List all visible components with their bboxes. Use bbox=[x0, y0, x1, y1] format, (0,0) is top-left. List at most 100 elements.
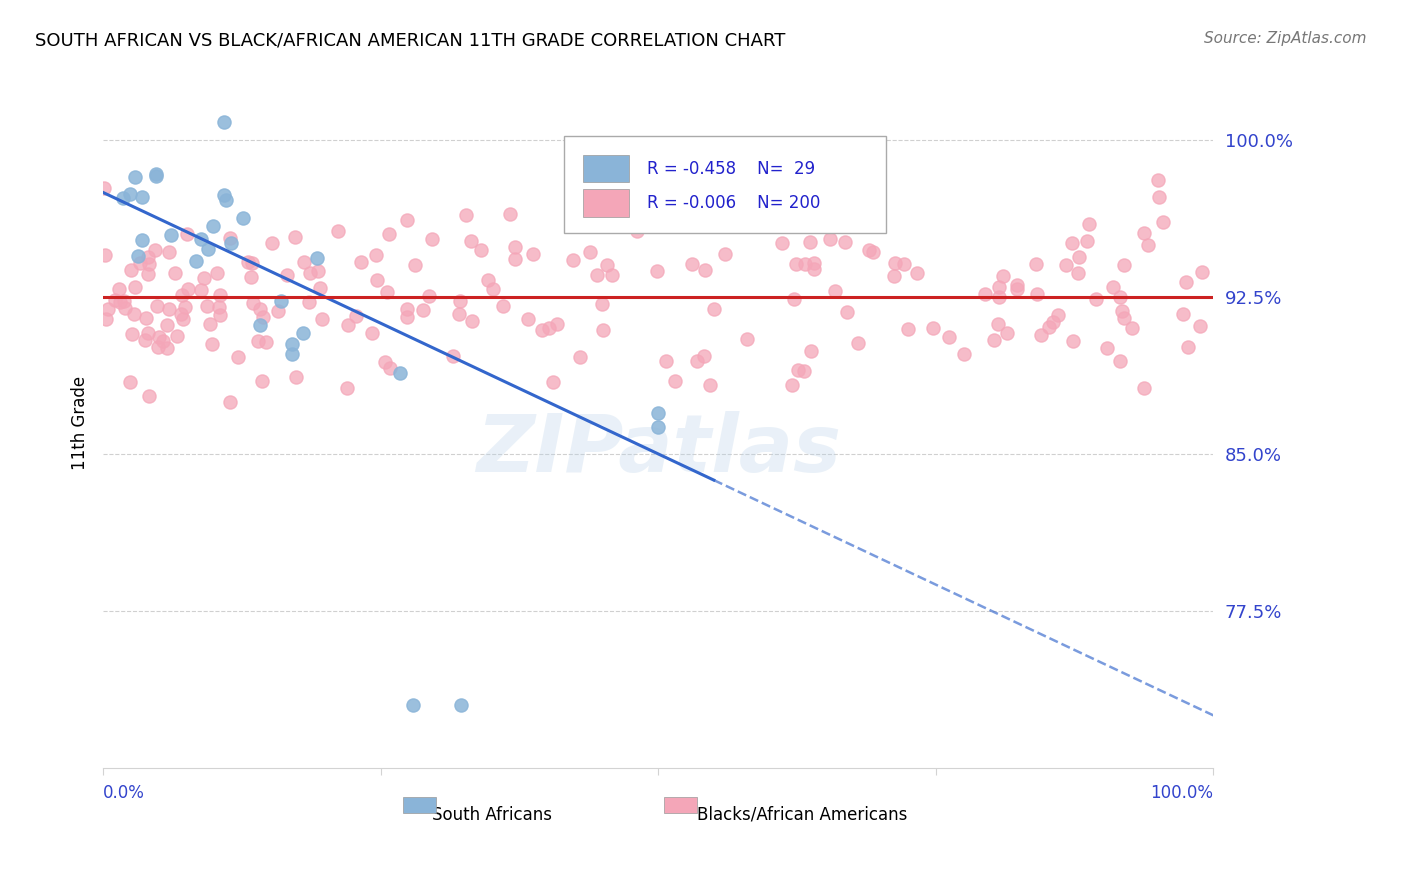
Point bbox=[124, 169, 146, 184]
Point bbox=[517, 312, 540, 326]
Point bbox=[686, 354, 709, 368]
Point bbox=[596, 259, 619, 273]
Point bbox=[276, 268, 298, 282]
Point bbox=[1025, 257, 1047, 271]
Point bbox=[883, 256, 905, 270]
Point bbox=[537, 320, 560, 334]
Point bbox=[120, 187, 142, 202]
Point bbox=[1189, 319, 1212, 334]
FancyBboxPatch shape bbox=[583, 189, 630, 217]
Point bbox=[800, 344, 823, 359]
Text: R = -0.458    N=  29: R = -0.458 N= 29 bbox=[647, 160, 815, 178]
FancyBboxPatch shape bbox=[564, 136, 886, 233]
Point bbox=[1108, 290, 1130, 304]
FancyBboxPatch shape bbox=[583, 154, 630, 182]
Point bbox=[120, 375, 142, 389]
Point bbox=[135, 310, 157, 325]
Point bbox=[364, 248, 387, 262]
Point bbox=[787, 363, 810, 377]
Point bbox=[1067, 250, 1090, 264]
Point bbox=[1042, 314, 1064, 328]
Point bbox=[157, 302, 180, 317]
Point bbox=[987, 317, 1010, 331]
Point bbox=[326, 224, 349, 238]
Point bbox=[699, 377, 721, 392]
Point bbox=[336, 381, 359, 395]
Point bbox=[655, 353, 678, 368]
Point bbox=[205, 266, 228, 280]
Point bbox=[378, 227, 401, 242]
Point bbox=[285, 370, 308, 384]
Point bbox=[298, 295, 321, 310]
Point bbox=[292, 255, 315, 269]
Point bbox=[546, 317, 568, 331]
Point bbox=[121, 326, 143, 341]
Point bbox=[1026, 287, 1049, 301]
Point bbox=[215, 193, 238, 207]
Point bbox=[569, 350, 592, 364]
Point bbox=[645, 264, 668, 278]
Point bbox=[1133, 380, 1156, 394]
Point bbox=[396, 213, 419, 227]
Point bbox=[173, 300, 195, 314]
Point bbox=[309, 281, 332, 295]
Point bbox=[703, 301, 725, 316]
Point bbox=[591, 296, 613, 310]
Point bbox=[922, 321, 945, 335]
Point bbox=[389, 366, 412, 380]
Point bbox=[522, 247, 544, 261]
Point bbox=[835, 305, 858, 319]
Point bbox=[449, 294, 471, 309]
Point bbox=[503, 240, 526, 254]
Point bbox=[991, 269, 1014, 284]
Point bbox=[138, 257, 160, 271]
FancyBboxPatch shape bbox=[404, 797, 436, 813]
Point bbox=[218, 230, 240, 244]
Point bbox=[1175, 275, 1198, 289]
Point bbox=[450, 698, 472, 712]
Point bbox=[129, 256, 152, 270]
Point bbox=[834, 235, 856, 250]
Point bbox=[491, 299, 513, 313]
Point bbox=[693, 349, 716, 363]
Point bbox=[138, 326, 160, 340]
Point bbox=[208, 288, 231, 302]
Point bbox=[818, 232, 841, 246]
Point bbox=[983, 333, 1005, 347]
Point bbox=[208, 300, 231, 314]
Point bbox=[299, 266, 322, 280]
Point bbox=[783, 292, 806, 306]
Point bbox=[156, 341, 179, 355]
Point bbox=[1054, 258, 1077, 272]
Point bbox=[134, 333, 156, 347]
Point bbox=[190, 284, 212, 298]
Point bbox=[799, 235, 821, 250]
Point bbox=[794, 257, 817, 271]
Point bbox=[214, 187, 236, 202]
Point bbox=[1114, 258, 1136, 272]
Point bbox=[111, 190, 134, 204]
Point bbox=[156, 318, 179, 332]
Point bbox=[578, 244, 600, 259]
Point bbox=[108, 282, 131, 296]
Point bbox=[1062, 334, 1084, 348]
Point bbox=[292, 326, 315, 341]
Point bbox=[477, 272, 499, 286]
Point bbox=[883, 268, 905, 283]
Point bbox=[1171, 307, 1194, 321]
Point bbox=[242, 295, 264, 310]
Point bbox=[449, 306, 471, 320]
Point bbox=[1177, 340, 1199, 354]
Point bbox=[249, 318, 271, 332]
Point bbox=[136, 267, 159, 281]
Text: Source: ZipAtlas.com: Source: ZipAtlas.com bbox=[1204, 31, 1367, 46]
Point bbox=[197, 243, 219, 257]
Point bbox=[281, 347, 304, 361]
Point bbox=[499, 207, 522, 221]
Point bbox=[461, 314, 484, 328]
Point bbox=[145, 169, 167, 184]
Point bbox=[374, 355, 396, 369]
Point bbox=[131, 190, 153, 204]
Point bbox=[952, 347, 974, 361]
Point bbox=[1029, 328, 1052, 343]
